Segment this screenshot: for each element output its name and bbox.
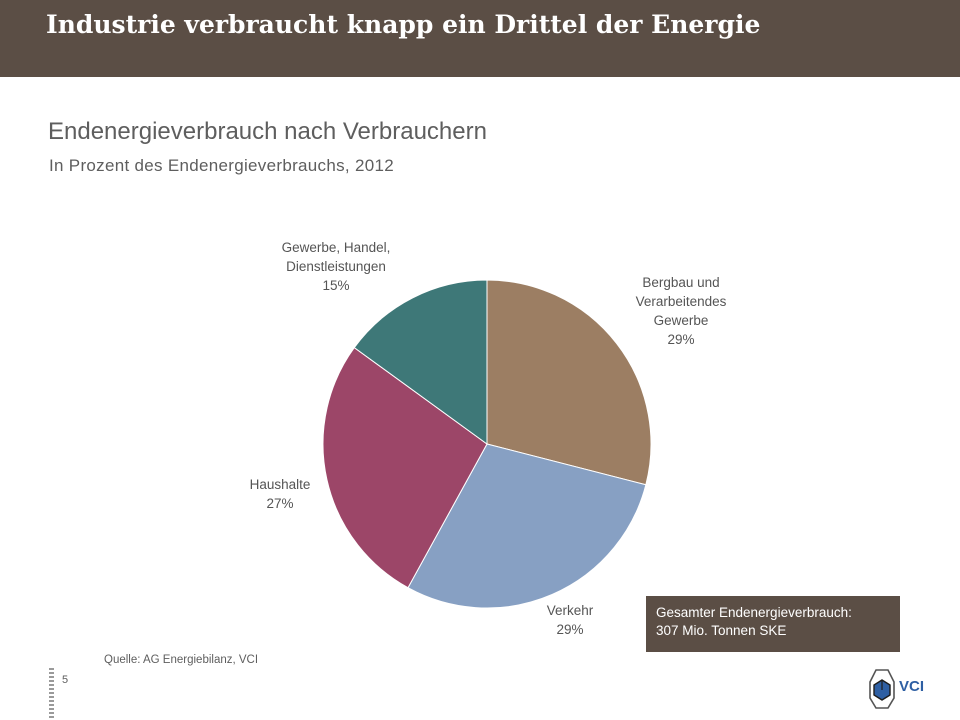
pie-value-label: 15% (322, 278, 349, 293)
source-note: Quelle: AG Energiebilanz, VCI (104, 654, 259, 666)
pie-value-label: 29% (667, 332, 694, 347)
page-number: 5 (62, 674, 69, 686)
chart-title: Endenergieverbrauch nach Verbrauchern (48, 118, 487, 145)
total-box-line2: 307 Mio. Tonnen SKE (656, 623, 787, 638)
pie-slice-3 (322, 346, 488, 589)
pie-category-label: Verarbeitendes (636, 294, 727, 309)
pie-category-label: Bergbau und (642, 275, 719, 290)
total-box-line1: Gesamter Endenergieverbrauch: (656, 605, 852, 620)
total-consumption-box: Gesamter Endenergieverbrauch: 307 Mio. T… (646, 596, 900, 652)
pie-category-label: Haushalte (250, 477, 311, 492)
pie-slice-label-2: Verkehr 29% (547, 603, 594, 637)
pie-slice-4 (353, 279, 488, 445)
pie-category-label: Dienstleistungen (286, 259, 386, 274)
pie-slice-label-4: Gewerbe, Handel, Dienstleistungen 15% (282, 240, 391, 293)
pie-value-label: 27% (266, 496, 293, 511)
slide-title: Industrie verbraucht knapp ein Drittel d… (46, 10, 761, 39)
page-marker (49, 668, 54, 718)
pie-slice-label-1: Bergbau und Verarbeitendes Gewerbe 29% (636, 275, 727, 347)
vci-hexagon-logo-icon: VCI (869, 669, 924, 709)
pie-value-label: 29% (556, 622, 583, 637)
pie-category-label: Gewerbe (654, 313, 709, 328)
pie-slice-label-3: Haushalte 27% (250, 477, 311, 511)
pie-slice-1 (486, 279, 652, 486)
pie-slice-2 (407, 443, 647, 609)
vci-logo-text: VCI (899, 678, 924, 695)
chart-subtitle: In Prozent des Endenergieverbrauchs, 201… (49, 156, 394, 175)
header-bar: Industrie verbraucht knapp ein Drittel d… (0, 0, 960, 77)
pie-category-label: Verkehr (547, 603, 594, 618)
pie-category-label: Gewerbe, Handel, (282, 240, 391, 255)
